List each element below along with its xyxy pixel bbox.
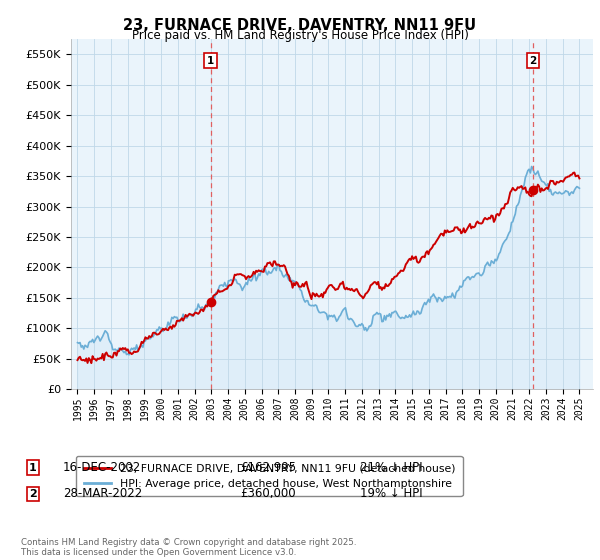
Text: 19% ↓ HPI: 19% ↓ HPI <box>360 487 422 501</box>
Text: Price paid vs. HM Land Registry's House Price Index (HPI): Price paid vs. HM Land Registry's House … <box>131 29 469 42</box>
Text: 1: 1 <box>29 463 37 473</box>
Legend: 23, FURNACE DRIVE, DAVENTRY, NN11 9FU (detached house), HPI: Average price, deta: 23, FURNACE DRIVE, DAVENTRY, NN11 9FU (d… <box>76 456 463 497</box>
Text: 2: 2 <box>29 489 37 499</box>
Text: 21% ↓ HPI: 21% ↓ HPI <box>360 461 422 474</box>
Text: £360,000: £360,000 <box>240 487 296 501</box>
Text: 2: 2 <box>530 55 537 66</box>
Text: 1: 1 <box>207 55 214 66</box>
Text: 16-DEC-2002: 16-DEC-2002 <box>63 461 141 474</box>
Text: 23, FURNACE DRIVE, DAVENTRY, NN11 9FU: 23, FURNACE DRIVE, DAVENTRY, NN11 9FU <box>124 18 476 33</box>
Text: £162,995: £162,995 <box>240 461 296 474</box>
Text: Contains HM Land Registry data © Crown copyright and database right 2025.
This d: Contains HM Land Registry data © Crown c… <box>21 538 356 557</box>
Text: 28-MAR-2022: 28-MAR-2022 <box>63 487 142 501</box>
